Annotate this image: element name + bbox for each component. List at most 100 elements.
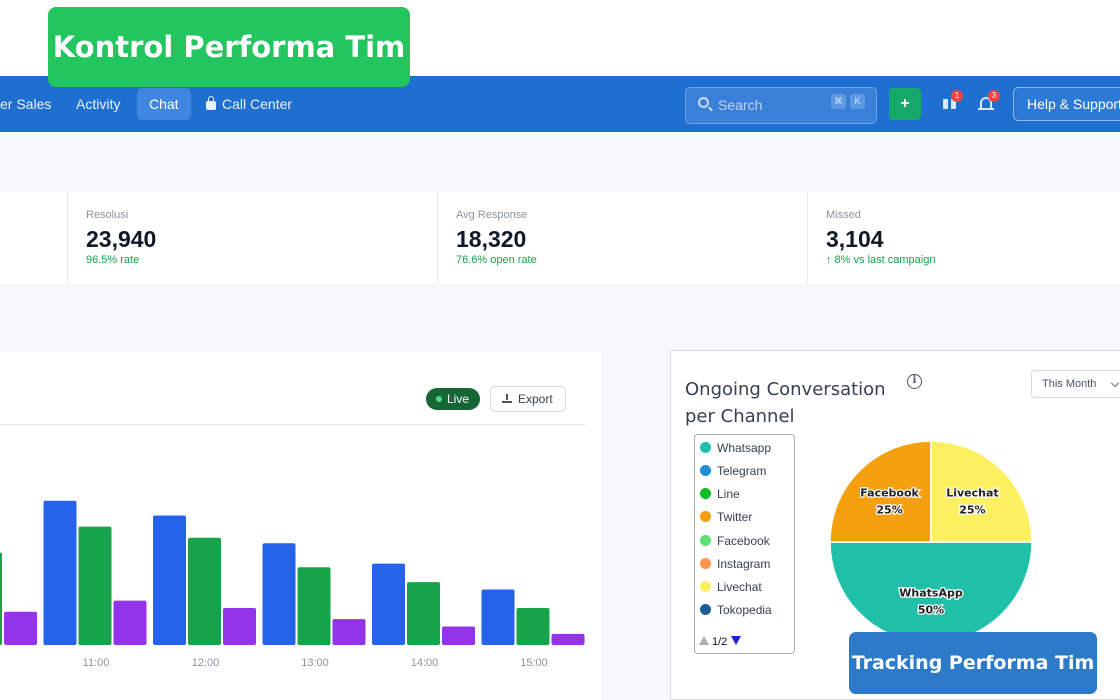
notification-badge: 3 — [988, 90, 1000, 102]
nav-item-sales[interactable]: er Sales — [0, 96, 52, 112]
pie-label: Livechat — [946, 487, 998, 500]
bar — [188, 537, 221, 645]
stat-card-partial — [0, 192, 68, 284]
legend-label: Facebook — [717, 534, 770, 548]
pie-value-label: 25% — [959, 504, 985, 517]
legend-label: Twitter — [717, 510, 753, 524]
legend-label: Line — [717, 487, 740, 501]
legend-dot — [700, 465, 711, 476]
pie-slice — [930, 440, 1033, 543]
bar — [262, 543, 296, 645]
stat-value: 23,940 — [86, 226, 157, 252]
pie-slice — [829, 440, 932, 543]
bar — [407, 582, 440, 645]
channel-title: Ongoing Conversation per Channel — [685, 379, 886, 427]
live-label: Live — [447, 392, 470, 406]
stat-subtext: ↑ 8% vs last campaign — [826, 254, 936, 266]
page-down-icon[interactable] — [731, 636, 742, 645]
legend-dot — [700, 442, 711, 453]
stat-label: Avg Response — [456, 209, 528, 221]
legend-dot — [700, 488, 711, 499]
legend-label: Whatsapp — [717, 441, 772, 455]
legend-dot — [700, 511, 711, 522]
pie-slice — [829, 541, 1033, 639]
channel-pie-chart: WhatsApp 50% Facebook 25% Livechat 25% — [829, 440, 1033, 639]
period-select[interactable]: This Month — [1031, 370, 1120, 398]
stat-value: 18,320 — [456, 226, 527, 252]
stat-card-resolusi: Resolusi 23,940 96.5% rate — [68, 192, 438, 284]
info-icon[interactable]: i — [907, 374, 922, 389]
bar — [0, 552, 2, 645]
stat-subtext: 96.5% rate — [86, 254, 140, 266]
x-tick-label: 15:00 — [520, 657, 548, 669]
bar — [442, 626, 475, 645]
legend-label: Telegram — [717, 464, 767, 478]
gift-button[interactable]: 1 — [940, 90, 963, 114]
pie-label: WhatsApp — [899, 587, 963, 600]
notification-button[interactable]: 3 — [977, 90, 1000, 114]
live-dot-icon — [436, 396, 442, 402]
bar — [516, 608, 550, 645]
top-navbar: er Sales Activity Chat Call Center Searc… — [0, 76, 1120, 132]
gift-badge: 1 — [951, 90, 963, 102]
bar — [78, 526, 112, 645]
x-tick-label: 14:00 — [411, 657, 439, 669]
channel-legend: Whatsapp Telegram Line Twitter Facebook … — [694, 434, 795, 654]
period-value: This Month — [1042, 378, 1097, 390]
pie-value-label: 25% — [876, 504, 902, 517]
download-icon — [502, 394, 512, 404]
live-badge: Live — [426, 388, 480, 410]
nav-item-activity[interactable]: Activity — [76, 96, 121, 112]
stat-label: Missed — [826, 209, 861, 221]
bar — [43, 500, 77, 645]
bar — [4, 611, 37, 645]
legend-dot — [700, 581, 711, 592]
bar — [223, 608, 256, 645]
stat-card-avg-response: Avg Response 18,320 76.6% open rate — [438, 192, 808, 284]
banner-title-bottom: Tracking Performa Tim — [849, 632, 1097, 694]
x-tick-label: 11:00 — [83, 657, 110, 669]
stat-label: Resolusi — [86, 209, 129, 221]
x-tick-label: 12:00 — [192, 657, 220, 669]
page-up-icon[interactable] — [699, 636, 709, 645]
stat-subtext: 76.6% open rate — [456, 254, 537, 266]
bell-icon — [978, 97, 994, 110]
activity-bar-chart: 11:00 12:00 13:00 14:00 15:00 — [0, 500, 585, 669]
pie-value-label: 50% — [918, 604, 944, 617]
legend-dot — [700, 604, 711, 615]
bar — [372, 563, 405, 645]
nav-item-call-center[interactable]: Call Center — [206, 88, 292, 120]
stat-value: 3,104 — [826, 226, 884, 252]
add-button[interactable]: + — [889, 88, 921, 120]
bar — [113, 600, 147, 645]
legend-dot — [700, 535, 711, 546]
search-input[interactable]: Search ⌘ K — [685, 87, 877, 124]
shortcut-key-k: K — [850, 94, 865, 109]
divider — [0, 424, 585, 425]
gift-icon — [943, 95, 956, 109]
legend-label: Livechat — [717, 580, 762, 594]
export-button[interactable]: Export — [490, 386, 566, 412]
bar — [153, 515, 186, 645]
search-icon — [698, 97, 709, 108]
help-support-button[interactable]: Help & Support — [1013, 87, 1120, 121]
bar — [332, 619, 366, 645]
nav-item-chat[interactable]: Chat — [137, 88, 191, 120]
pie-label: Facebook — [860, 487, 919, 500]
x-tick-label: 13:00 — [301, 657, 329, 669]
search-placeholder: Search — [718, 97, 763, 113]
bar — [551, 633, 585, 645]
shortcut-key-cmd: ⌘ — [831, 94, 846, 109]
chevron-down-icon — [1110, 378, 1120, 388]
lock-icon — [206, 96, 216, 110]
legend-pager: 1/2 — [699, 636, 742, 648]
legend-label: Tokopedia — [717, 603, 772, 617]
legend-label: Instagram — [717, 557, 771, 571]
stat-card-missed: Missed 3,104 ↑ 8% vs last campaign — [808, 192, 1120, 284]
pager-label: 1/2 — [712, 636, 728, 648]
bar — [481, 589, 515, 645]
legend-dot — [700, 558, 711, 569]
export-label: Export — [518, 392, 553, 406]
banner-title-top: Kontrol Performa Tim — [48, 7, 410, 87]
